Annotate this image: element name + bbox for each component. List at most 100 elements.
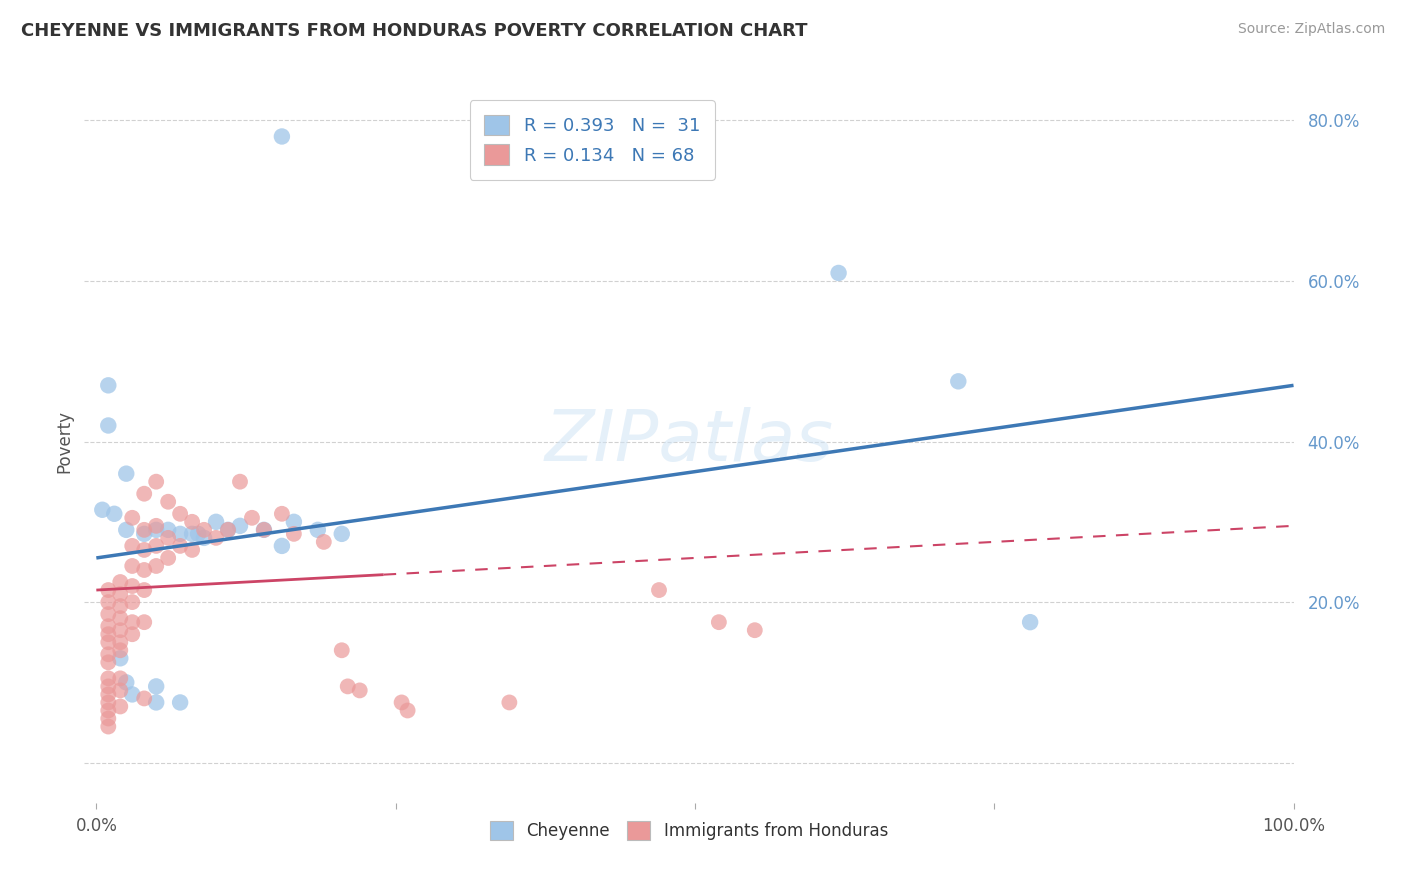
Point: [270, 507, 292, 521]
Point: [1019, 615, 1042, 630]
Point: [110, 651, 132, 665]
Point: [145, 680, 167, 694]
Point: [97, 648, 120, 662]
Point: [97, 719, 120, 733]
Point: [330, 643, 353, 657]
Point: [283, 515, 305, 529]
Point: [97, 619, 120, 633]
Point: [103, 507, 125, 521]
Point: [948, 375, 970, 389]
Point: [145, 558, 167, 574]
Point: [283, 526, 305, 541]
Point: [97, 607, 120, 621]
Point: [145, 518, 167, 533]
Point: [648, 583, 671, 598]
Point: [217, 523, 239, 537]
Point: [391, 696, 413, 710]
Point: [121, 615, 143, 630]
Point: [115, 467, 138, 481]
Point: [193, 523, 215, 537]
Point: [145, 475, 167, 489]
Point: [97, 378, 120, 392]
Point: [97, 635, 120, 649]
Legend: Cheyenne, Immigrants from Honduras: Cheyenne, Immigrants from Honduras: [482, 813, 896, 848]
Point: [336, 680, 359, 694]
Point: [121, 627, 143, 641]
Point: [169, 526, 191, 541]
Point: [91, 502, 114, 516]
Point: [145, 539, 167, 553]
Point: [205, 531, 228, 545]
Point: [110, 671, 132, 685]
Point: [97, 712, 120, 726]
Y-axis label: Poverty: Poverty: [55, 410, 73, 473]
Point: [110, 574, 132, 589]
Point: [97, 703, 120, 717]
Point: [330, 526, 353, 541]
Point: [169, 696, 191, 710]
Point: [145, 696, 167, 710]
Point: [134, 691, 156, 706]
Point: [229, 475, 252, 489]
Point: [97, 687, 120, 701]
Point: [134, 583, 156, 598]
Point: [744, 623, 766, 637]
Point: [157, 531, 180, 545]
Point: [145, 523, 167, 537]
Point: [169, 507, 191, 521]
Point: [110, 683, 132, 698]
Point: [270, 539, 292, 553]
Point: [121, 579, 143, 593]
Point: [169, 539, 191, 553]
Point: [121, 558, 143, 574]
Text: CHEYENNE VS IMMIGRANTS FROM HONDURAS POVERTY CORRELATION CHART: CHEYENNE VS IMMIGRANTS FROM HONDURAS POV…: [21, 22, 807, 40]
Point: [827, 266, 849, 280]
Point: [707, 615, 730, 630]
Point: [115, 523, 138, 537]
Point: [121, 539, 143, 553]
Point: [181, 515, 204, 529]
Point: [193, 531, 215, 545]
Point: [97, 655, 120, 669]
Point: [134, 486, 156, 500]
Point: [97, 418, 120, 433]
Point: [110, 643, 132, 657]
Point: [217, 523, 239, 537]
Point: [396, 703, 419, 717]
Point: [134, 563, 156, 577]
Text: Source: ZipAtlas.com: Source: ZipAtlas.com: [1237, 22, 1385, 37]
Point: [134, 615, 156, 630]
Point: [312, 534, 335, 549]
Point: [253, 523, 276, 537]
Point: [97, 583, 120, 598]
Point: [181, 542, 204, 557]
Point: [121, 687, 143, 701]
Point: [240, 510, 263, 524]
Point: [110, 623, 132, 637]
Point: [253, 523, 276, 537]
Point: [349, 683, 371, 698]
Point: [498, 696, 520, 710]
Point: [157, 550, 180, 566]
Point: [134, 523, 156, 537]
Point: [121, 595, 143, 609]
Point: [229, 518, 252, 533]
Point: [110, 611, 132, 625]
Text: ZIPatlas: ZIPatlas: [544, 407, 834, 476]
Point: [115, 675, 138, 690]
Point: [110, 587, 132, 601]
Point: [307, 523, 329, 537]
Point: [134, 542, 156, 557]
Point: [97, 595, 120, 609]
Point: [110, 635, 132, 649]
Point: [187, 526, 209, 541]
Point: [121, 510, 143, 524]
Point: [110, 699, 132, 714]
Point: [134, 526, 156, 541]
Point: [205, 515, 228, 529]
Point: [97, 680, 120, 694]
Point: [110, 599, 132, 614]
Point: [181, 526, 204, 541]
Point: [157, 523, 180, 537]
Point: [157, 494, 180, 508]
